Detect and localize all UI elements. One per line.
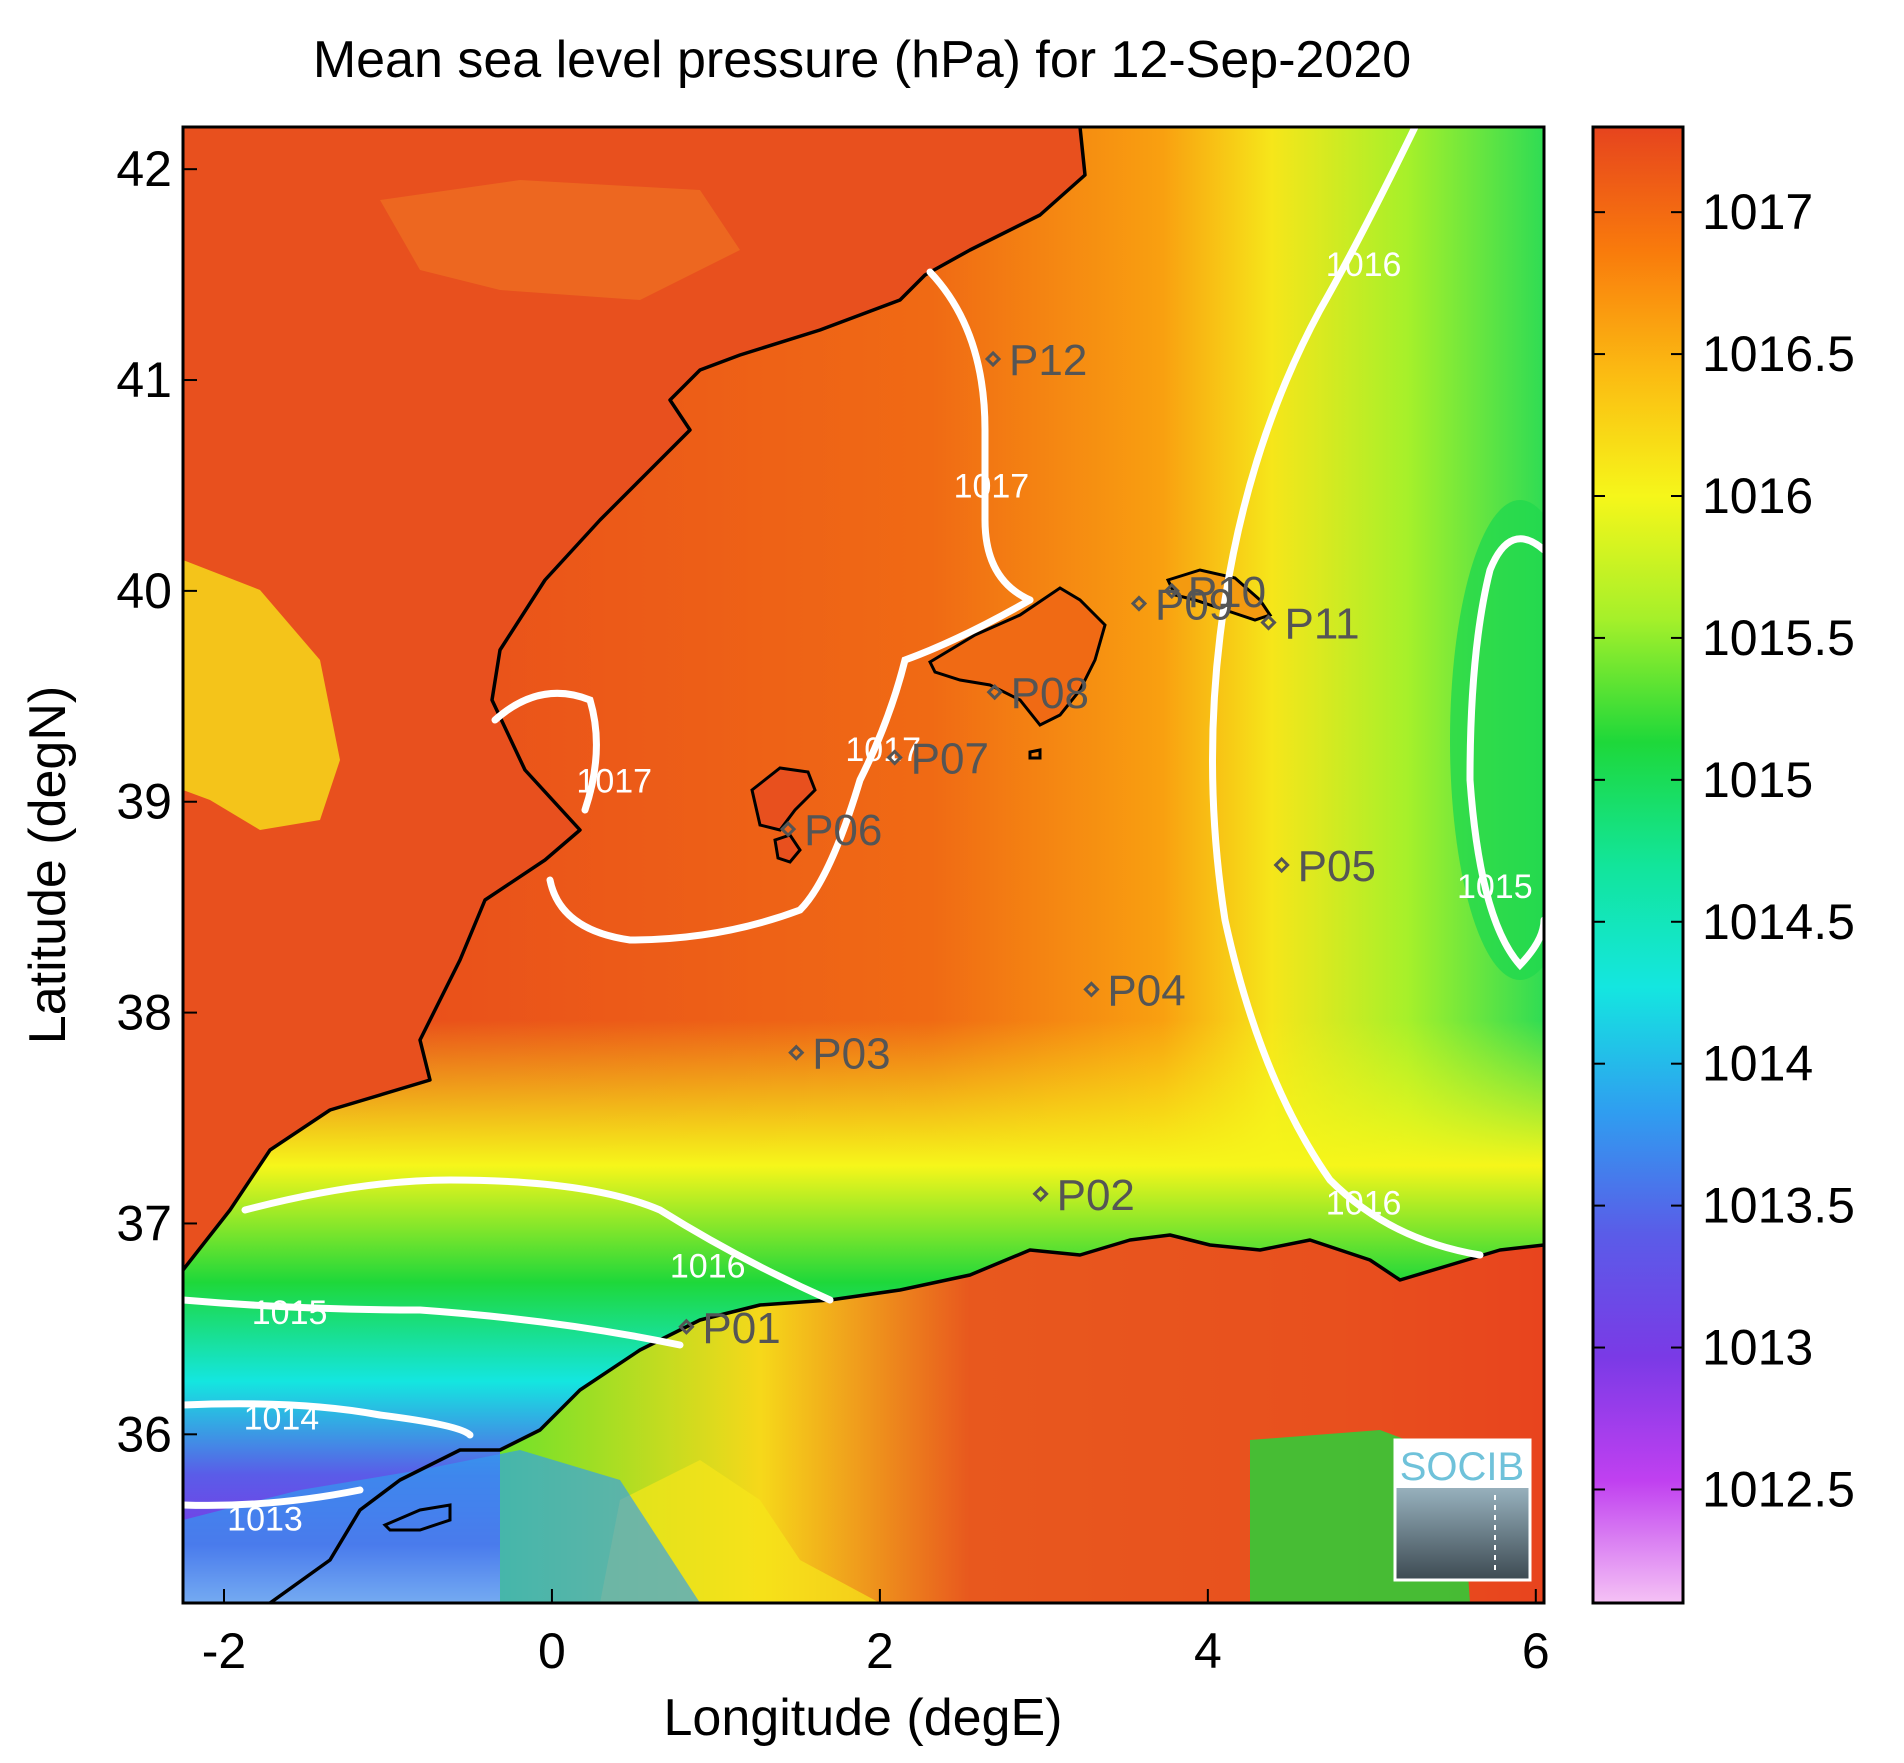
cabrera <box>1028 748 1042 760</box>
y-tick-label: 41 <box>116 352 172 408</box>
contour-label: 1013 <box>227 1501 303 1539</box>
socib-logo: SOCIB <box>1393 1438 1532 1582</box>
station-marker <box>788 1044 805 1061</box>
station-label: P12 <box>1009 336 1087 385</box>
plot-frame <box>181 125 1546 1605</box>
isobar-1016-east <box>1209 127 1484 1259</box>
iberia-coastline <box>183 127 1087 1272</box>
station-marker <box>779 821 797 838</box>
station-marker <box>1083 981 1100 998</box>
y-tick-label: 38 <box>116 985 172 1041</box>
isobar-1017-north <box>926 268 1034 604</box>
station-marker <box>984 350 1002 368</box>
logo-text: SOCIB <box>1400 1445 1524 1489</box>
colorbar-tick-label: 1012.5 <box>1702 1461 1855 1517</box>
colorbar-tick-label: 1016 <box>1702 468 1813 524</box>
colorbar-ticks: 1012.5 1013 1013.5 1014 1014.5 1015 1015.5 1016… <box>1593 184 1855 1517</box>
y-tick-label: 37 <box>116 1195 172 1251</box>
colorbar-tick-label: 1016.5 <box>1702 326 1855 382</box>
y-tick-label: 42 <box>116 141 172 197</box>
isobar-1017-balearic <box>546 596 1034 944</box>
x-axis: -2 0 2 4 6 <box>202 1589 1550 1679</box>
contour-labels: 1017 1017 1017 1016 1016 1016 1015 1015 1014 1013 <box>227 246 1532 1539</box>
iberia-yellow-interior <box>183 560 340 830</box>
iberia-plateau <box>380 180 740 300</box>
y-tick-label: 40 <box>116 563 172 619</box>
colorbar-tick-label: 1013 <box>1702 1320 1813 1376</box>
station-marker <box>1273 856 1290 874</box>
station-label: P06 <box>804 806 882 855</box>
colorbar-tick-label: 1014 <box>1702 1036 1813 1092</box>
iberia-land <box>183 127 1085 1270</box>
menorca <box>1165 568 1273 622</box>
colorbar-tick-label: 1017 <box>1702 184 1813 240</box>
station-marker <box>886 749 903 766</box>
isobars <box>183 127 1544 1509</box>
isobar-1014 <box>183 1400 474 1439</box>
contour-label: 1016 <box>1326 1184 1402 1222</box>
station-label: P05 <box>1298 842 1376 891</box>
contour-label: 1014 <box>244 1399 320 1437</box>
contour-label: 1017 <box>845 731 921 769</box>
isobar-1015-south <box>183 1296 684 1349</box>
station-marker <box>986 683 1003 701</box>
contour-label: 1015 <box>252 1294 328 1332</box>
low-pressure-cell <box>1450 500 1544 980</box>
x-tick-label: 2 <box>866 1623 894 1679</box>
x-tick-label: 0 <box>538 1623 566 1679</box>
isobar-1013 <box>183 1486 364 1509</box>
colorbar-tick-label: 1013.5 <box>1702 1178 1855 1234</box>
contour-label: 1017 <box>576 763 652 801</box>
alboran-cool <box>183 1450 700 1603</box>
station-label: P02 <box>1057 1171 1135 1220</box>
x-axis-label: Longitude (degE) <box>664 1689 1063 1747</box>
ibiza <box>750 766 817 832</box>
station-marker <box>1130 595 1148 612</box>
station-label: P04 <box>1107 966 1185 1015</box>
station-label: P10 <box>1188 568 1266 617</box>
y-axis: 36 37 38 39 40 41 42 <box>116 141 197 1462</box>
y-tick-label: 36 <box>116 1406 172 1462</box>
station-label: P07 <box>911 734 989 783</box>
mallorca <box>928 586 1107 727</box>
station-marker <box>1260 614 1277 631</box>
station-label: P11 <box>1285 600 1360 649</box>
logo-header <box>1395 1440 1530 1488</box>
station-label: P03 <box>812 1030 890 1079</box>
alboran-island <box>382 1503 452 1532</box>
isobar-1016-south <box>241 1176 834 1304</box>
y-tick-label: 39 <box>116 774 172 830</box>
isobar-1017-valencia <box>491 689 600 814</box>
station-marker <box>1163 582 1180 600</box>
station-marker <box>1032 1185 1049 1203</box>
colorbar-tick-label: 1015.5 <box>1702 610 1855 666</box>
isobar-1015-east <box>1466 535 1544 971</box>
chart-title: Mean sea level pressure (hPa) for 12-Sep… <box>313 31 1411 89</box>
colorbar-tick-label: 1015 <box>1702 752 1813 808</box>
contour-label: 1015 <box>1457 868 1533 906</box>
contour-label: 1017 <box>954 467 1030 505</box>
y-axis-label: Latitude (degN) <box>19 686 77 1044</box>
station-label: P01 <box>702 1304 780 1353</box>
contour-label: 1016 <box>670 1248 746 1286</box>
colorbar <box>1591 125 1685 1605</box>
colorbar-tick-label: 1014.5 <box>1702 894 1855 950</box>
x-tick-label: 4 <box>1194 1623 1222 1679</box>
contour-label: 1016 <box>1326 246 1402 284</box>
pressure-field: 1017 1017 1017 1016 1016 1016 1015 1015 1014 1013… <box>183 127 1544 1603</box>
station-label: P08 <box>1011 669 1089 718</box>
africa-coastline <box>268 1233 1544 1603</box>
x-tick-label: -2 <box>202 1623 246 1679</box>
station-marker <box>678 1318 695 1335</box>
x-tick-label: 6 <box>1522 1623 1550 1679</box>
